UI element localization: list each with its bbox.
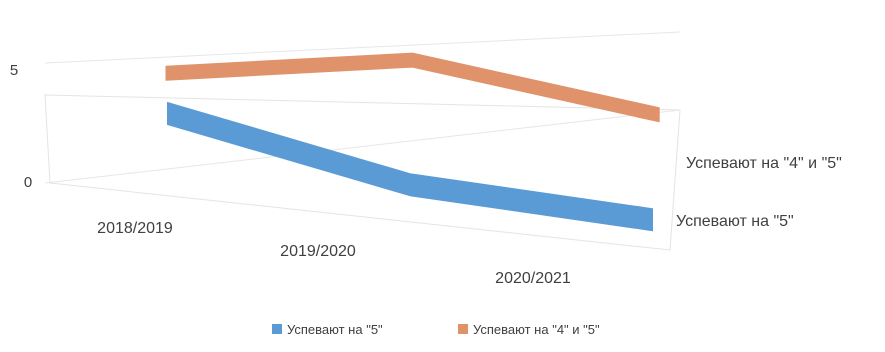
legend-label: Успевают на "4" и "5" bbox=[473, 322, 600, 337]
y-tick-label: 0 bbox=[24, 174, 32, 191]
x-tick-label: 2018/2019 bbox=[97, 220, 173, 237]
label-layer: 0 5 2018/2019 2019/2020 2020/2021 Успевают на… bbox=[10, 62, 842, 287]
series-axis-label: Успевают на "4" и "5" bbox=[686, 155, 842, 172]
series-axis-label: Успевают на "5" bbox=[676, 213, 794, 230]
legend-swatch bbox=[272, 324, 282, 334]
y-tick-label: 5 bbox=[10, 62, 18, 79]
legend-label: Успевают на "5" bbox=[287, 322, 383, 337]
series-ribbon bbox=[166, 53, 659, 122]
x-tick-label: 2020/2021 bbox=[495, 270, 571, 287]
legend-swatch bbox=[458, 324, 468, 334]
x-tick-label: 2019/2020 bbox=[280, 243, 356, 260]
series-layer bbox=[166, 53, 659, 231]
legend: Успевают на "5" Успевают на "4" и "5" bbox=[272, 322, 600, 337]
